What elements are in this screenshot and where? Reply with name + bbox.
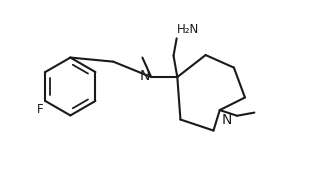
Text: F: F bbox=[37, 103, 44, 116]
Text: N: N bbox=[140, 69, 150, 83]
Text: H₂N: H₂N bbox=[177, 24, 200, 37]
Text: N: N bbox=[222, 113, 232, 127]
